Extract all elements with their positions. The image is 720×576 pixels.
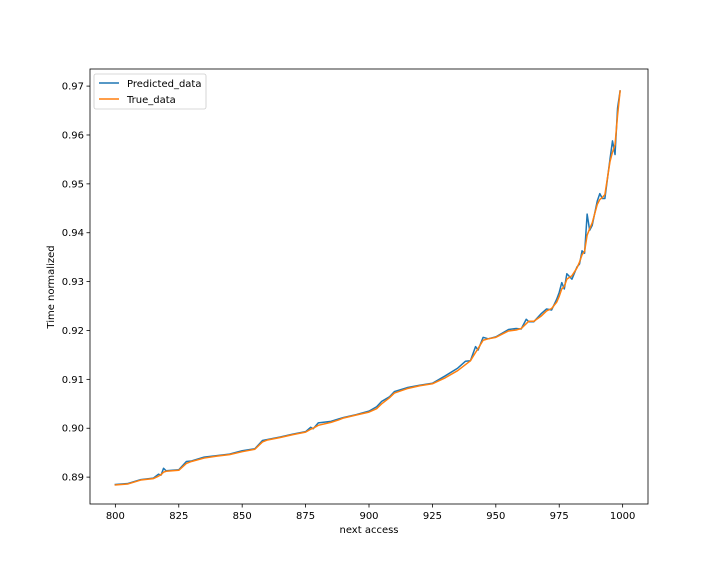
legend-label-true: True_data (126, 95, 176, 106)
y-tick-label: 0.93 (62, 277, 84, 288)
x-tick-label: 825 (169, 511, 188, 522)
x-tick-label: 925 (423, 511, 442, 522)
x-tick-label: 900 (359, 511, 378, 522)
y-tick-label: 0.89 (62, 473, 84, 484)
legend: Predicted_data True_data (94, 74, 206, 109)
x-axis-label: next access (339, 525, 398, 536)
y-tick-label: 0.94 (62, 228, 84, 239)
y-tick-label: 0.96 (62, 130, 84, 141)
x-tick-label: 1000 (610, 511, 635, 522)
x-tick-label: 850 (233, 511, 252, 522)
y-tick-label: 0.90 (62, 424, 84, 435)
x-tick-label: 975 (550, 511, 569, 522)
y-axis-label: Time normalized (46, 245, 57, 329)
y-tick-label: 0.92 (62, 326, 84, 337)
x-tick-label: 875 (296, 511, 315, 522)
legend-label-predicted: Predicted_data (127, 79, 201, 90)
y-tick-label: 0.95 (62, 179, 84, 190)
y-tick-label: 0.91 (62, 375, 84, 386)
y-tick-label: 0.97 (62, 82, 84, 93)
x-tick-label: 800 (106, 511, 125, 522)
x-tick-label: 950 (486, 511, 505, 522)
